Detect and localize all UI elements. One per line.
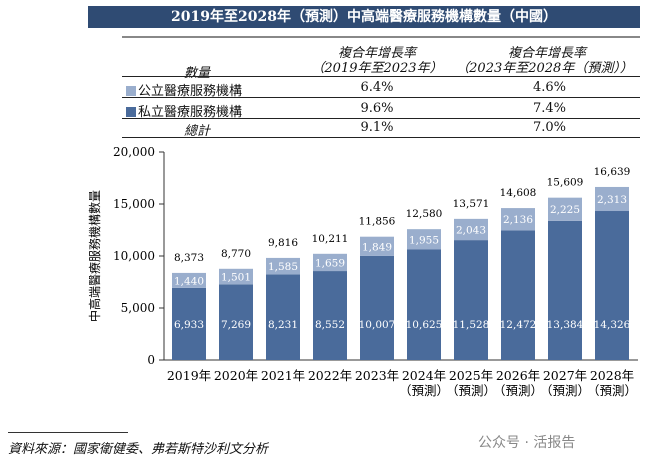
bar-private [266,274,300,360]
bar-private [548,220,582,360]
label-total: 9,816 [268,237,298,249]
label-public: 1,955 [409,234,439,246]
x-tick-label: 2024年 [402,368,446,383]
row-public-label: 公立醫療服務機構 [126,80,242,99]
x-tick-label: 2023年 [355,368,399,383]
x-tick-label: 2019年 [167,368,211,383]
bar-public [595,186,629,212]
label-public: 1,501 [221,272,251,284]
label-public: 2,225 [550,204,580,216]
x-tick-label: 2026年 [496,368,540,383]
label-private: 12,472 [500,319,537,331]
bar-public [501,208,535,231]
label-total: 12,580 [406,208,443,220]
x-tick-label: 2022年 [308,368,352,383]
label-public: 1,659 [315,257,345,269]
y-tick-label: 20,000 [113,145,155,159]
label-total: 10,211 [312,233,349,245]
x-tick-label: （預測） [587,383,637,398]
bar-private [360,255,394,360]
source-note: 資料來源：國家衛健委、弗若斯特沙利文分析 [8,442,269,457]
public-cagr1: 6.4% [360,80,394,95]
label-private: 8,231 [268,319,298,331]
chart-title: 2019年至2028年（預測）中高端醫療服務機構數量（中國） [88,6,640,28]
bar-private [172,287,206,360]
total-cagr1: 9.1% [360,120,394,135]
label-public: 1,849 [362,241,392,253]
y-axis-label: 中高端醫療服務機構數量 [87,190,102,322]
label-total: 15,609 [547,177,584,189]
x-tick-label: 2021年 [261,368,305,383]
bar-public [172,272,206,288]
bar-private [313,271,347,360]
y-tick-label: 10,000 [113,249,155,263]
y-tick-label: 5,000 [121,301,155,315]
header-cagr1: 複合年增長率 [337,46,416,61]
public-swatch [126,86,136,96]
total-label: 總計 [183,124,210,139]
public-cagr2: 4.6% [532,80,567,95]
x-tick-label: 2025年 [449,368,493,383]
bar-public [407,229,441,250]
row-private-label: 私立醫療服務機構 [126,101,242,120]
bar-private [501,230,535,360]
private-swatch [126,107,136,117]
bar-public [219,268,253,285]
label-private: 6,933 [174,319,204,331]
header-cagr2: 複合年增長率 [507,46,586,61]
bar-public [266,257,300,275]
label-total: 13,571 [453,198,490,210]
label-private: 7,269 [221,319,251,331]
label-private: 10,007 [359,319,396,331]
label-private: 10,625 [406,319,443,331]
x-tick-label: （預測） [493,383,543,398]
y-tick-label: 15,000 [113,197,155,211]
x-tick-label: （預測） [399,383,449,398]
label-total: 11,856 [359,216,396,228]
bar-private [595,211,629,360]
label-total: 8,373 [174,252,204,264]
header-quantity: 數量 [183,66,210,81]
x-tick-label: （預測） [446,383,496,398]
total-cagr2: 7.0% [532,120,567,135]
bar-private [407,249,441,360]
header-cagr1-period: （2019年至2023年） [311,61,443,76]
bar-public [360,236,394,256]
label-public: 1,585 [268,261,298,273]
bar-public [313,253,347,272]
bar-private [219,284,253,360]
bar-public [548,197,582,221]
label-private: 11,528 [453,319,490,331]
label-total: 14,608 [500,187,537,199]
x-tick-label: （預測） [540,383,590,398]
private-cagr2: 7.4% [532,101,567,116]
label-total: 16,639 [594,166,631,178]
y-tick-label: 0 [147,353,155,367]
label-public: 2,313 [597,194,627,206]
watermark: 公众号 · 活报告 [478,435,576,451]
label-private: 8,552 [315,319,345,331]
header-cagr2-period: （2023年至2028年（預測）） [456,61,633,76]
x-tick-label: 2028年 [590,368,634,383]
label-public: 1,440 [174,275,204,287]
private-cagr1: 9.6% [360,101,394,116]
label-private: 14,326 [594,319,631,331]
bar-public [454,218,488,241]
source-divider [8,432,128,433]
label-public: 2,043 [456,224,486,236]
x-tick-label: 2027年 [543,368,587,383]
x-tick-label: 2020年 [214,368,258,383]
label-total: 8,770 [221,248,251,260]
label-public: 2,136 [503,214,533,226]
label-private: 13,384 [547,319,584,331]
bar-private [454,240,488,360]
